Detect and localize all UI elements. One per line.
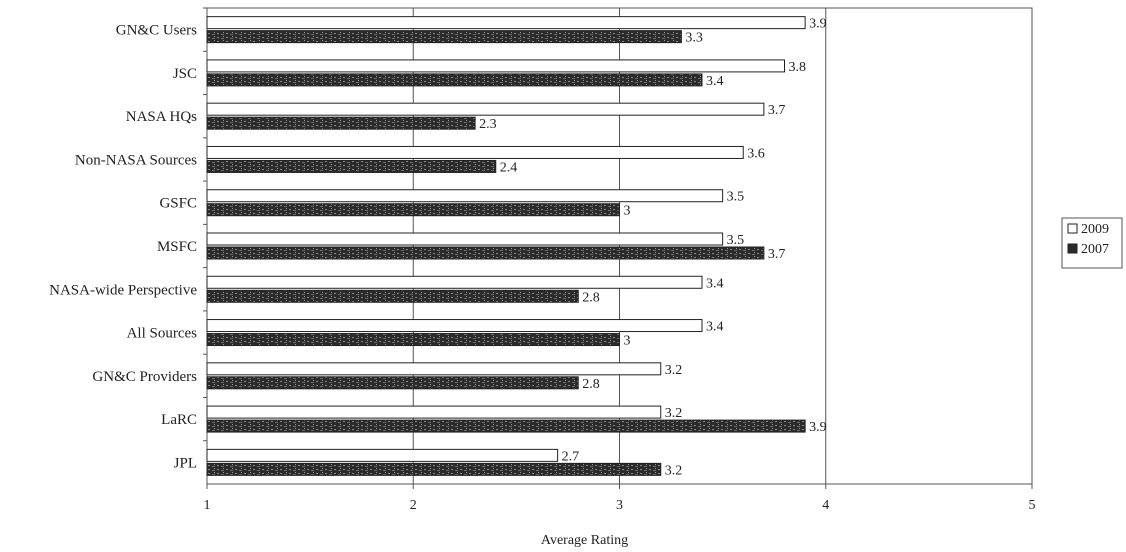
data-label-2009: 3.2 xyxy=(665,363,683,378)
bars xyxy=(206,16,806,476)
data-label-2009: 3.7 xyxy=(768,103,786,118)
category-label: JSC xyxy=(173,66,197,82)
bar-2007 xyxy=(206,203,620,217)
bar-2007 xyxy=(206,289,579,303)
bar-2007 xyxy=(206,333,620,347)
bar-2007 xyxy=(206,246,765,260)
legend-label-2009: 2009 xyxy=(1081,222,1109,237)
x-tick-label: 5 xyxy=(1029,498,1036,513)
x-tick-label: 1 xyxy=(204,498,211,513)
data-label-2007: 3 xyxy=(624,204,631,219)
bar-2007 xyxy=(206,73,703,87)
data-label-2009: 3.4 xyxy=(706,276,724,291)
data-label-2009: 3.6 xyxy=(747,146,765,161)
bar-2009 xyxy=(206,448,559,462)
x-axis-title: Average Rating xyxy=(541,533,628,548)
x-axis-ticks: 1 2 3 4 5 xyxy=(204,484,1036,513)
x-tick-label: 4 xyxy=(822,498,829,513)
data-label-2009: 3.5 xyxy=(727,233,745,248)
bar-2007 xyxy=(206,462,662,476)
category-labels: GN&C Users JSC NASA HQs Non-NASA Sources GSF… xyxy=(49,7,207,471)
bar-2009 xyxy=(206,59,785,73)
category-label: LaRC xyxy=(161,412,197,428)
category-label: MSFC xyxy=(157,239,197,255)
bar-2009 xyxy=(206,145,744,159)
data-label-2007: 2.8 xyxy=(582,290,600,305)
data-label-2009: 3.8 xyxy=(789,60,807,75)
x-tick-label: 2 xyxy=(410,498,417,513)
bar-2009 xyxy=(206,275,703,289)
legend-swatch-2007 xyxy=(1067,243,1078,254)
bar-2009 xyxy=(206,405,662,419)
bar-2007 xyxy=(206,116,476,130)
category-label: GSFC xyxy=(159,196,197,212)
data-label-2009: 2.7 xyxy=(562,449,580,464)
legend-label-2007: 2007 xyxy=(1081,242,1109,257)
legend-swatch-2009 xyxy=(1067,223,1078,234)
data-label-2007: 2.8 xyxy=(582,377,600,392)
data-label-2009: 3.4 xyxy=(706,320,724,335)
data-label-2009: 3.9 xyxy=(809,17,827,32)
data-label-2007: 3.2 xyxy=(665,463,683,478)
data-labels: 3.9 3.3 3.8 3.4 3.7 2.3 3.6 2.4 3.5 3 3.5 3.7 3.4 2.8… xyxy=(479,17,827,479)
category-label: GN&C Users xyxy=(116,23,197,39)
data-label-2009: 3.2 xyxy=(665,406,683,421)
x-tick-label: 3 xyxy=(616,498,623,513)
bar-2009 xyxy=(206,102,765,116)
data-label-2007: 3.9 xyxy=(809,420,827,435)
bar-2009 xyxy=(206,16,806,30)
category-label: All Sources xyxy=(127,326,198,342)
category-label: NASA-wide Perspective xyxy=(49,282,197,298)
bar-2009 xyxy=(206,319,703,333)
data-label-2007: 3.3 xyxy=(685,31,703,46)
category-label: GN&C Providers xyxy=(92,369,197,385)
bar-2009 xyxy=(206,189,724,203)
gridlines xyxy=(412,8,827,484)
data-label-2007: 2.3 xyxy=(479,117,497,132)
bar-2007 xyxy=(206,376,579,390)
data-label-2007: 3.4 xyxy=(706,74,724,89)
category-label: Non-NASA Sources xyxy=(75,152,197,168)
category-label: NASA HQs xyxy=(126,109,197,125)
bar-2007 xyxy=(206,30,682,44)
data-label-2007: 3.7 xyxy=(768,247,786,262)
legend: 2009 2007 xyxy=(1061,217,1123,269)
bar-2009 xyxy=(206,232,724,246)
data-label-2007: 3 xyxy=(624,334,631,349)
bar-2009 xyxy=(206,362,662,376)
bar-2007 xyxy=(206,159,497,173)
data-label-2009: 3.5 xyxy=(727,190,745,205)
category-label: JPL xyxy=(174,455,197,471)
bar-2007 xyxy=(206,419,806,433)
data-label-2007: 2.4 xyxy=(500,160,518,175)
